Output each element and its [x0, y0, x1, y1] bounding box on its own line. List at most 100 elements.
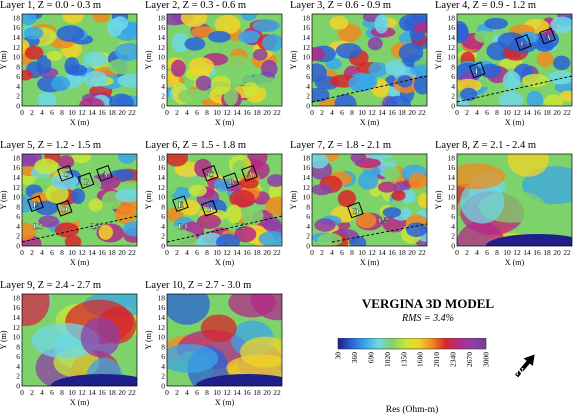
resistivity-colorbar: 30 360 690 1020 1350 1680 2010 2340 2670 3000 Res… — [334, 338, 491, 415]
x-tick-label: 10 — [358, 248, 366, 257]
x-axis-label: X (m) — [70, 258, 90, 267]
y-tick-label: 8 — [161, 342, 165, 351]
x-tick-label: 22 — [273, 108, 281, 117]
x-tick-label: 12 — [78, 248, 86, 257]
x-tick-label: 8 — [60, 248, 64, 257]
y-tick-label: 6 — [451, 212, 455, 221]
y-tick-label: 18 — [303, 13, 311, 22]
layer-title: Layer 2, Z = 0.3 - 0.6 m — [145, 0, 246, 11]
x-tick-label: 8 — [205, 108, 209, 117]
y-tick-label: 6 — [451, 72, 455, 81]
y-tick-label: 12 — [13, 323, 21, 332]
anomaly-box — [55, 199, 73, 217]
anomaly-label: B — [229, 177, 235, 187]
anomaly-label: D — [353, 206, 359, 216]
x-tick-label: 12 — [223, 108, 231, 117]
x-tick-label: 10 — [213, 388, 221, 397]
boundary-dashed-line — [331, 223, 428, 243]
y-tick-label: 6 — [16, 352, 20, 361]
y-tick-label: 2 — [451, 92, 455, 101]
colorbar-tick-label: 2340 — [449, 352, 458, 367]
y-tick-label: 10 — [158, 53, 166, 62]
layer-title: Layer 3, Z = 0.6 - 0.9 m — [290, 0, 391, 11]
x-axis-label: X (m) — [360, 118, 380, 127]
layer-title: Layer 1, Z = 0.0 - 0.3 m — [0, 0, 101, 11]
anomaly-box — [515, 34, 532, 51]
y-tick-label: 16 — [303, 163, 311, 172]
x-tick-label: 18 — [398, 248, 406, 257]
x-tick-label: 2 — [175, 108, 179, 117]
layer-title: Layer 8, Z = 2.1 - 2.4 m — [435, 140, 536, 151]
anomaly-box — [200, 199, 218, 217]
y-tick-label: 16 — [158, 303, 166, 312]
y-axis-label: Y (m) — [145, 50, 153, 69]
x-tick-label: 6 — [485, 108, 489, 117]
colorbar-tick-label: 1020 — [383, 352, 392, 367]
x-tick-label: 10 — [503, 248, 511, 257]
y-tick-label: 10 — [13, 333, 21, 342]
x-axis-label: X (m) — [360, 258, 380, 267]
x-tick-label: 2 — [30, 108, 34, 117]
y-tick-label: 6 — [16, 212, 20, 221]
x-tick-label: 20 — [553, 248, 561, 257]
x-tick-label: 20 — [263, 388, 271, 397]
colorbar-tick-label: 360 — [350, 352, 359, 364]
x-tick-label: 16 — [533, 108, 541, 117]
colorbar-tick-label: 30 — [334, 352, 343, 360]
y-tick-label: 8 — [451, 202, 455, 211]
x-tick-label: 0 — [165, 248, 169, 257]
y-axis-label: Y (m) — [435, 50, 443, 69]
x-tick-label: 2 — [30, 388, 34, 397]
y-tick-label: 12 — [13, 183, 21, 192]
x-tick-label: 20 — [408, 108, 416, 117]
y-tick-label: 4 — [306, 222, 310, 231]
y-tick-label: 0 — [161, 242, 165, 251]
x-tick-label: 4 — [185, 388, 189, 397]
x-tick-label: 4 — [475, 248, 479, 257]
x-tick-label: 2 — [320, 108, 324, 117]
colorbar-tick-label: 690 — [366, 352, 375, 364]
x-tick-label: 20 — [263, 248, 271, 257]
y-tick-label: 0 — [306, 102, 310, 111]
y-tick-label: 2 — [16, 232, 20, 241]
x-axis-label: X (m) — [215, 258, 235, 267]
y-axis-label: Y (m) — [0, 190, 8, 209]
y-tick-label: 18 — [13, 13, 21, 22]
anomaly-label: E — [33, 200, 39, 210]
x-tick-label: 10 — [213, 108, 221, 117]
anomaly-label: D — [61, 204, 67, 214]
x-tick-label: 10 — [213, 248, 221, 257]
anomaly-label: L1 — [178, 221, 188, 231]
x-tick-label: 10 — [358, 108, 366, 117]
x-tick-label: 6 — [340, 108, 344, 117]
anomaly-label: E — [475, 66, 481, 76]
x-tick-label: 10 — [68, 388, 76, 397]
x-tick-label: 16 — [98, 248, 106, 257]
y-tick-label: 6 — [16, 72, 20, 81]
y-tick-label: 10 — [303, 53, 311, 62]
x-tick-label: 22 — [418, 108, 426, 117]
x-tick-label: 0 — [165, 108, 169, 117]
anomaly-box — [96, 164, 113, 182]
x-tick-label: 16 — [243, 388, 251, 397]
x-tick-label: 6 — [195, 388, 199, 397]
y-tick-label: 8 — [16, 202, 20, 211]
x-tick-label: 20 — [553, 108, 561, 117]
x-tick-label: 12 — [513, 248, 521, 257]
y-tick-label: 6 — [161, 212, 165, 221]
x-tick-label: 6 — [50, 108, 54, 117]
x-tick-label: 12 — [513, 108, 521, 117]
x-tick-label: 14 — [523, 108, 531, 117]
x-tick-label: 14 — [88, 108, 96, 117]
north-label: N — [516, 366, 524, 378]
layer-title: Layer 6, Z = 1.5 - 1.8 m — [145, 140, 246, 151]
y-tick-label: 6 — [306, 212, 310, 221]
anomaly-box — [202, 164, 219, 182]
x-tick-label: 0 — [20, 388, 24, 397]
y-tick-label: 12 — [13, 43, 21, 52]
